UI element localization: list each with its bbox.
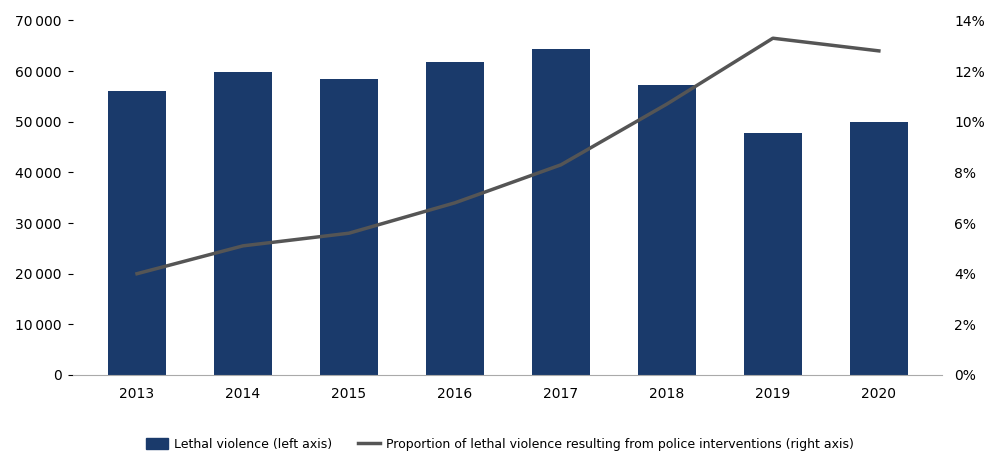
Bar [320, 79, 378, 375]
Bar [638, 85, 696, 375]
Bar [214, 72, 272, 375]
Bar [744, 133, 802, 375]
Bar [532, 49, 590, 375]
Bar [426, 62, 484, 375]
Bar [850, 122, 908, 375]
Bar [108, 91, 166, 375]
Legend: Lethal violence (left axis), Proportion of lethal violence resulting from police: Lethal violence (left axis), Proportion … [141, 433, 859, 456]
